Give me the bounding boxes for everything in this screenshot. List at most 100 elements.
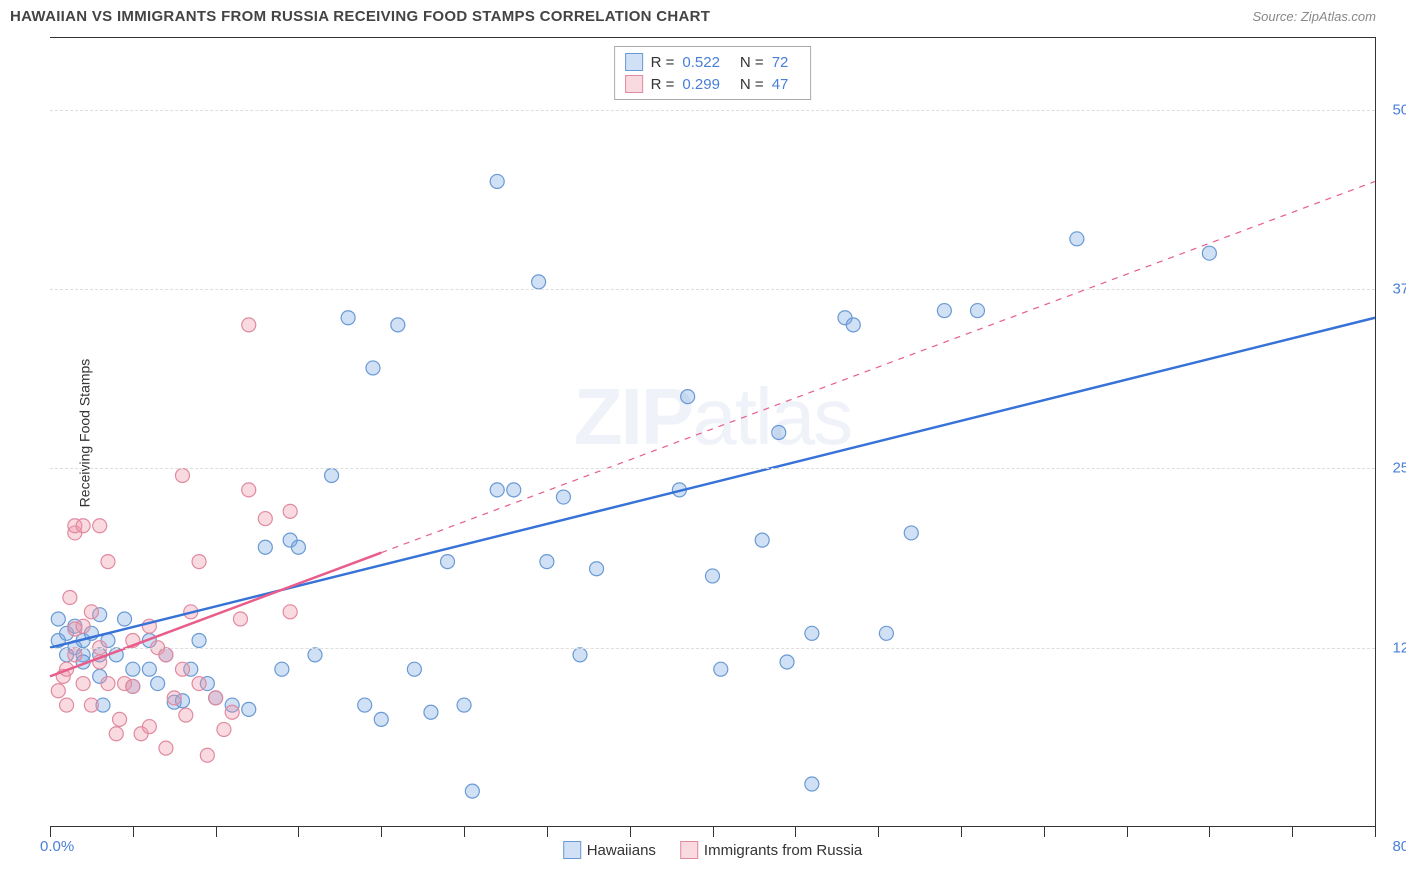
x-tick xyxy=(1044,827,1045,837)
x-tick xyxy=(381,827,382,837)
x-tick xyxy=(216,827,217,837)
data-point xyxy=(374,712,388,726)
data-point xyxy=(805,777,819,791)
legend-swatch xyxy=(625,75,643,93)
data-point xyxy=(772,426,786,440)
source-name: ZipAtlas.com xyxy=(1301,9,1376,24)
data-point xyxy=(424,705,438,719)
data-point xyxy=(407,662,421,676)
legend-swatch xyxy=(563,841,581,859)
data-point xyxy=(681,390,695,404)
data-point xyxy=(532,275,546,289)
gridline xyxy=(50,110,1375,111)
data-point xyxy=(84,605,98,619)
data-point xyxy=(755,533,769,547)
x-axis-max-label: 80.0% xyxy=(1392,838,1406,855)
data-point xyxy=(242,318,256,332)
legend-series-label: Hawaiians xyxy=(587,842,656,859)
x-tick xyxy=(1375,827,1376,837)
legend-n-label: N = xyxy=(740,76,764,93)
legend-swatch xyxy=(680,841,698,859)
x-tick xyxy=(50,827,51,837)
x-axis xyxy=(50,826,1375,827)
data-point xyxy=(113,712,127,726)
data-point xyxy=(68,648,82,662)
data-point xyxy=(179,708,193,722)
legend-n-value: 72 xyxy=(772,54,789,71)
data-point xyxy=(225,705,239,719)
data-point xyxy=(76,619,90,633)
legend-n-value: 47 xyxy=(772,76,789,93)
data-point xyxy=(101,677,115,691)
data-point xyxy=(192,555,206,569)
data-point xyxy=(590,562,604,576)
legend-stats-row: R =0.522N =72 xyxy=(625,51,801,73)
data-point xyxy=(167,691,181,705)
data-point xyxy=(846,318,860,332)
data-point xyxy=(242,702,256,716)
data-point xyxy=(391,318,405,332)
data-point xyxy=(159,648,173,662)
data-point xyxy=(556,490,570,504)
chart-header: HAWAIIAN VS IMMIGRANTS FROM RUSSIA RECEI… xyxy=(0,0,1406,33)
y-tick-label: 25.0% xyxy=(1392,460,1406,477)
data-point xyxy=(358,698,372,712)
data-point xyxy=(457,698,471,712)
data-point xyxy=(308,648,322,662)
legend-r-label: R = xyxy=(651,76,675,93)
data-point xyxy=(275,662,289,676)
data-point xyxy=(151,677,165,691)
data-point xyxy=(233,612,247,626)
data-point xyxy=(258,540,272,554)
data-point xyxy=(63,590,77,604)
data-point xyxy=(109,727,123,741)
legend-n-label: N = xyxy=(740,54,764,71)
data-point xyxy=(465,784,479,798)
data-point xyxy=(101,555,115,569)
data-point xyxy=(93,519,107,533)
trend-line-dashed xyxy=(381,181,1375,552)
data-point xyxy=(258,512,272,526)
plot-svg xyxy=(50,38,1375,827)
data-point xyxy=(126,679,140,693)
gridline xyxy=(50,648,1375,649)
data-point xyxy=(242,483,256,497)
data-point xyxy=(1202,246,1216,260)
data-point xyxy=(192,677,206,691)
data-point xyxy=(159,741,173,755)
legend-series-item: Immigrants from Russia xyxy=(680,841,862,859)
chart-container: Receiving Food Stamps ZIPatlas 0.0% 80.0… xyxy=(50,37,1376,827)
data-point xyxy=(126,662,140,676)
gridline xyxy=(50,468,1375,469)
x-tick xyxy=(1209,827,1210,837)
chart-title: HAWAIIAN VS IMMIGRANTS FROM RUSSIA RECEI… xyxy=(10,8,710,25)
data-point xyxy=(283,605,297,619)
legend-stats-row: R =0.299N =47 xyxy=(625,73,801,95)
x-tick xyxy=(630,827,631,837)
x-tick xyxy=(961,827,962,837)
x-tick xyxy=(1127,827,1128,837)
data-point xyxy=(51,612,65,626)
data-point xyxy=(879,626,893,640)
data-point xyxy=(937,304,951,318)
legend-series-label: Immigrants from Russia xyxy=(704,842,862,859)
legend-r-label: R = xyxy=(651,54,675,71)
data-point xyxy=(573,648,587,662)
data-point xyxy=(84,698,98,712)
x-tick xyxy=(1292,827,1293,837)
data-point xyxy=(540,555,554,569)
data-point xyxy=(76,677,90,691)
legend-stats: R =0.522N =72R =0.299N =47 xyxy=(614,46,812,100)
data-point xyxy=(60,698,74,712)
plot-area: ZIPatlas xyxy=(50,38,1375,827)
data-point xyxy=(706,569,720,583)
legend-swatch xyxy=(625,53,643,71)
data-point xyxy=(1070,232,1084,246)
data-point xyxy=(904,526,918,540)
y-tick-label: 12.5% xyxy=(1392,639,1406,656)
x-tick xyxy=(298,827,299,837)
data-point xyxy=(51,684,65,698)
y-tick-label: 37.5% xyxy=(1392,281,1406,298)
legend-series-item: Hawaiians xyxy=(563,841,656,859)
x-tick xyxy=(464,827,465,837)
